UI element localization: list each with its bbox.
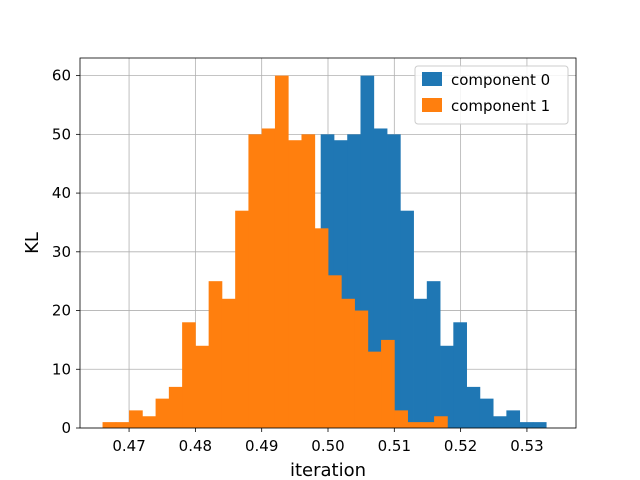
y-tick-label: 50 <box>52 125 71 143</box>
histogram-bar-component-1 <box>314 228 329 428</box>
legend-box <box>414 65 569 125</box>
histogram-bar-component-1 <box>434 416 448 428</box>
legend: component 0 component 1 <box>414 65 569 125</box>
histogram-bar-component-1 <box>301 134 316 428</box>
histogram-bar-component-0 <box>400 210 414 428</box>
y-tick-label: 0 <box>61 419 71 437</box>
histogram-bar-component-1 <box>248 134 263 428</box>
x-tick-label: 0.47 <box>112 437 145 455</box>
y-tick-label: 60 <box>52 67 71 85</box>
legend-swatch-component-0 <box>422 72 442 86</box>
histogram-bar-component-0 <box>453 322 467 428</box>
y-tick-label: 30 <box>52 243 71 261</box>
axis-ticks: 0.47 0.48 0.49 0.50 0.51 0.52 0.53 0 10 20 30 40 50 6… <box>52 67 544 455</box>
histogram-bar-component-1 <box>288 140 302 428</box>
histogram-bar-component-1 <box>407 422 422 428</box>
histogram-bar-component-1 <box>341 298 355 428</box>
histogram-bar-component-1 <box>142 416 156 428</box>
histogram-bar-component-0 <box>479 398 494 428</box>
histogram-bar-component-0 <box>532 422 547 428</box>
histogram-bar-component-1 <box>235 210 249 428</box>
x-tick-label: 0.51 <box>378 437 411 455</box>
histogram-bar-component-1 <box>394 410 408 428</box>
histogram-bar-component-1 <box>328 275 342 428</box>
legend-label-component-1: component 1 <box>451 97 550 115</box>
y-tick-label: 10 <box>52 360 71 378</box>
histogram-bar-component-1 <box>182 322 196 428</box>
y-axis-label: KL <box>22 232 43 254</box>
histogram-bar-component-0 <box>413 298 428 428</box>
histogram-bar-component-1 <box>129 410 143 428</box>
x-axis-label: iteration <box>290 460 366 480</box>
histogram-bar-component-0 <box>493 416 507 428</box>
histogram-bar-component-1 <box>168 386 183 428</box>
histogram-bar-component-1 <box>195 345 210 428</box>
histogram-bars <box>102 75 547 428</box>
histogram-bar-component-1 <box>354 310 369 428</box>
histogram-bar-component-0 <box>426 281 441 428</box>
x-tick-label: 0.50 <box>311 437 344 455</box>
histogram-bar-component-1 <box>208 281 223 428</box>
histogram-bar-component-0 <box>440 345 454 428</box>
histogram-bar-component-1 <box>381 339 395 428</box>
histogram-bar-component-1 <box>155 398 170 428</box>
histogram-bar-component-1 <box>367 351 382 428</box>
histogram-bar-component-1 <box>115 422 130 428</box>
x-tick-label: 0.49 <box>245 437 278 455</box>
histogram-bar-component-0 <box>519 422 534 428</box>
x-tick-label: 0.48 <box>179 437 212 455</box>
y-tick-label: 20 <box>52 302 71 320</box>
x-tick-label: 0.53 <box>510 437 543 455</box>
x-tick-label: 0.52 <box>444 437 477 455</box>
legend-label-component-0: component 0 <box>451 71 550 89</box>
histogram-bar-component-1 <box>420 422 435 428</box>
histogram-bar-component-0 <box>466 386 481 428</box>
histogram-bar-component-1 <box>221 298 236 428</box>
histogram-bar-component-0 <box>506 410 521 428</box>
histogram-bar-component-1 <box>274 75 289 428</box>
legend-swatch-component-1 <box>422 98 442 112</box>
histogram-bar-component-1 <box>102 422 117 428</box>
histogram-bar-component-1 <box>261 128 276 428</box>
y-tick-label: 40 <box>52 184 71 202</box>
